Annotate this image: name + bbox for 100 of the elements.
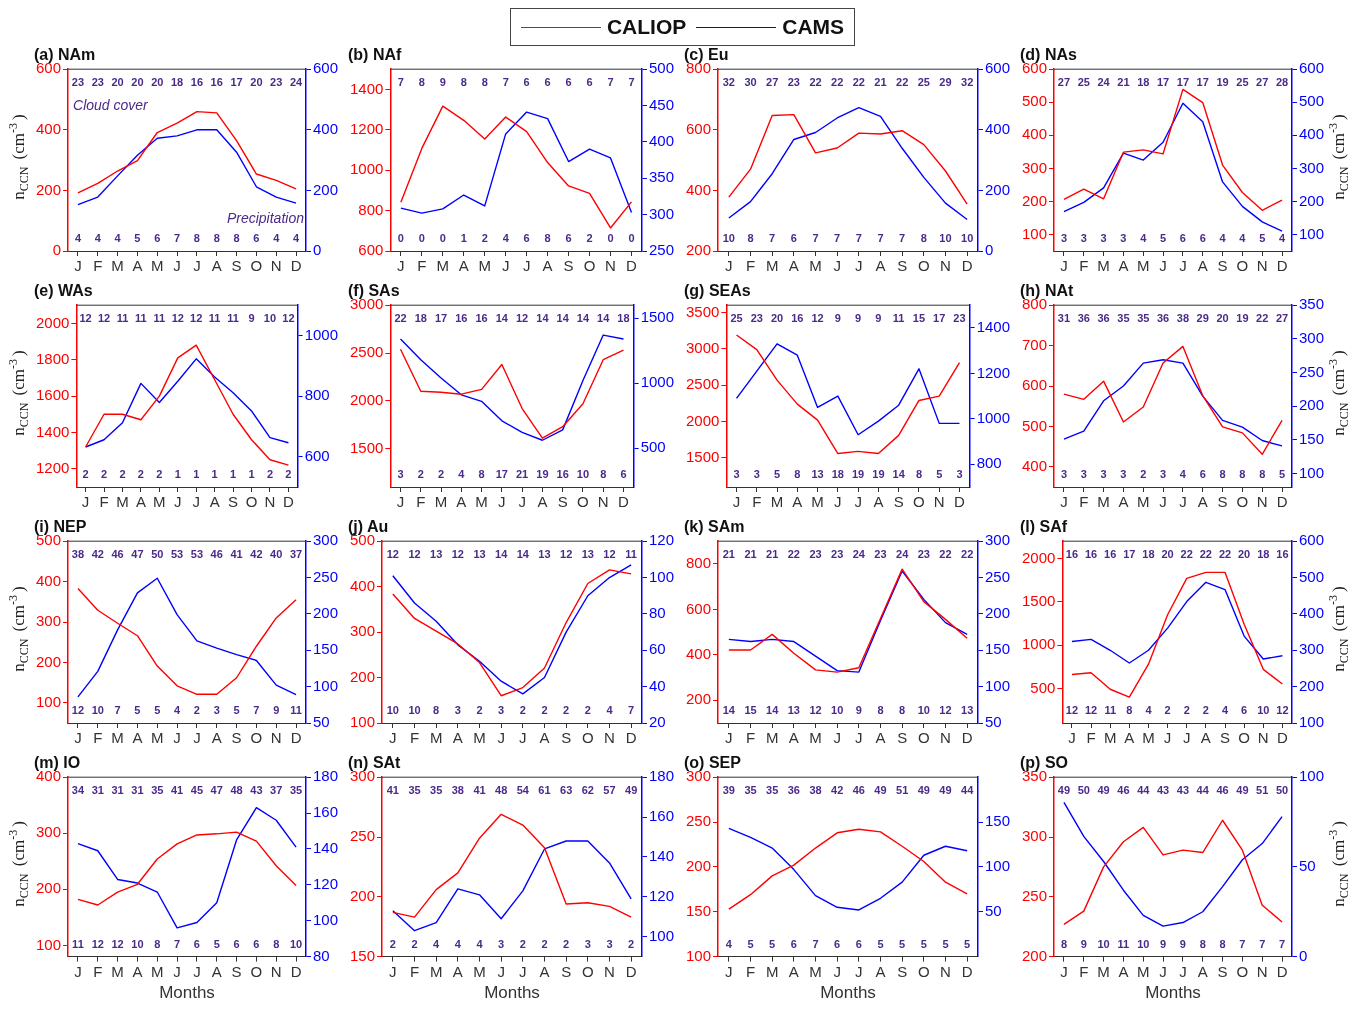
x-tick-label: J xyxy=(834,493,842,511)
y-tick-label: 2000 xyxy=(35,313,70,331)
y2-tick-label: 300 xyxy=(984,531,1010,549)
y2-tick-label: 300 xyxy=(1298,640,1324,658)
x-tick-label: S xyxy=(897,257,908,275)
x-tick-label: A xyxy=(537,493,548,511)
x-tick-label: N xyxy=(940,729,951,747)
y2-tick-label: 350 xyxy=(1298,295,1324,313)
y-tick-label: 300 xyxy=(1022,827,1048,845)
y-tick-label: 200 xyxy=(686,690,712,708)
text: 2 2 2 2 2 1 1 1 1 1 2 2 xyxy=(82,467,292,480)
text: 4 4 4 5 6 7 8 8 8 6 4 4 xyxy=(74,231,300,244)
y-tick-label: 600 xyxy=(686,599,712,617)
x-tick-label: F xyxy=(1079,257,1089,275)
x-tick-label: S xyxy=(1220,729,1231,747)
x-tick-label: J xyxy=(833,962,841,980)
legend-label: CAMS xyxy=(782,15,845,39)
x-tick-label: F xyxy=(93,257,103,275)
y-tick-label: 300 xyxy=(36,612,62,630)
x-tick-label: J xyxy=(497,729,505,747)
y2-tick-label: 1500 xyxy=(640,308,675,326)
y2-tick-label: 800 xyxy=(976,454,1002,472)
x-tick-label: A xyxy=(792,493,803,511)
y-tick-label: 2000 xyxy=(349,391,384,409)
y-tick-label: 250 xyxy=(350,827,376,845)
y-tick-label: 200 xyxy=(350,667,376,685)
x-tick-label: O xyxy=(245,493,258,511)
x-tick-label: N xyxy=(597,493,609,511)
y-tick-label: 600 xyxy=(686,119,712,137)
y2-tick-label: 1000 xyxy=(640,373,675,391)
y2-tick-label: 400 xyxy=(648,132,674,150)
y-tick-label: 1400 xyxy=(35,422,70,440)
y2-tick-label: 800 xyxy=(304,386,330,404)
x-tick-label: M xyxy=(811,493,824,511)
y-tick-label: 1200 xyxy=(349,119,384,137)
y-tick-label: 400 xyxy=(686,180,712,198)
x-tick-label: J xyxy=(855,729,863,747)
y-tick-label: 300 xyxy=(1022,158,1048,176)
x-tick-label: D xyxy=(626,257,638,275)
x-tick-label: F xyxy=(409,729,420,747)
text: 10 8 7 6 7 7 7 7 7 8 10 10 xyxy=(722,231,974,244)
x-tick-label: M xyxy=(765,729,779,747)
x-tick-label: M xyxy=(1137,257,1150,275)
y-tick-label: 1200 xyxy=(35,458,70,476)
y-tick-label: 300 xyxy=(36,823,62,841)
x-tick-label: A xyxy=(135,493,146,511)
y2-tick-label: 80 xyxy=(648,604,666,622)
x-tick-label: O xyxy=(583,257,596,275)
y-tick-label: 200 xyxy=(36,652,62,670)
x-tick-label: O xyxy=(250,257,263,275)
x-tick-label: D xyxy=(961,729,973,747)
y2-tick-label: 50 xyxy=(1298,857,1316,875)
x-tick-label: M xyxy=(809,257,822,275)
y-tick-label: 700 xyxy=(1022,335,1048,353)
x-tick-label: F xyxy=(417,257,427,275)
x-tick-label: D xyxy=(1276,493,1288,511)
y2-tick-label: 300 xyxy=(648,204,674,222)
x-tick-label: J xyxy=(519,962,527,980)
x-tick-label: A xyxy=(1197,257,1208,275)
y2-tick-label: 120 xyxy=(312,874,338,892)
x-tick-label: M xyxy=(429,962,443,980)
x-tick-label: A xyxy=(1118,493,1129,511)
x-tick-label: J xyxy=(1179,493,1187,511)
x-tick-label: S xyxy=(563,257,574,275)
x-tick-label: M xyxy=(1137,493,1150,511)
x-tick-label: J xyxy=(725,962,733,980)
text: 3 3 3 3 2 3 4 6 8 8 8 5 xyxy=(1060,467,1286,480)
y2-tick-label: 140 xyxy=(648,847,674,865)
y-tick-label: 1400 xyxy=(349,79,384,97)
x-tick-label: A xyxy=(452,729,463,747)
y-tick-label: 500 xyxy=(1022,92,1048,110)
y2-tick-label: 400 xyxy=(984,119,1010,137)
y2-axis-title: nCCN (cm-3) xyxy=(1326,821,1352,907)
x-tick-label: F xyxy=(416,493,426,511)
x-tick-label: J xyxy=(501,257,510,275)
x-tick-label: J xyxy=(389,729,397,747)
x-tick-label: J xyxy=(855,257,863,275)
x-tick-label: M xyxy=(116,493,129,511)
x-tick-label: M xyxy=(1103,729,1117,747)
y2-tick-label: 80 xyxy=(312,946,330,964)
x-tick-label: S xyxy=(557,493,568,511)
x-axis-title: Months xyxy=(484,983,540,1003)
x-tick-label: A xyxy=(1118,257,1129,275)
x-tick-label: J xyxy=(1179,257,1187,275)
x-tick-label: S xyxy=(1217,257,1228,275)
x-tick-label: J xyxy=(74,257,82,275)
x-tick-label: M xyxy=(770,493,784,511)
x-tick-label: J xyxy=(192,493,200,511)
x-tick-label: F xyxy=(745,962,756,980)
x-tick-label: J xyxy=(193,729,201,747)
x-tick-label: D xyxy=(1276,729,1288,747)
x-tick-label: A xyxy=(211,729,222,747)
x-tick-label: A xyxy=(788,257,799,275)
x-tick-label: F xyxy=(752,493,762,511)
y2-tick-label: 200 xyxy=(984,604,1010,622)
x-axis-title: Months xyxy=(1145,983,1201,1003)
text: 41 35 35 38 41 48 54 61 63 62 57 49 xyxy=(386,783,638,796)
x-tick-label: J xyxy=(1060,962,1068,980)
text: 49 50 49 46 44 43 43 44 46 49 51 50 xyxy=(1057,783,1289,796)
text: 23 23 20 20 20 18 16 16 17 20 23 24 xyxy=(71,75,303,88)
